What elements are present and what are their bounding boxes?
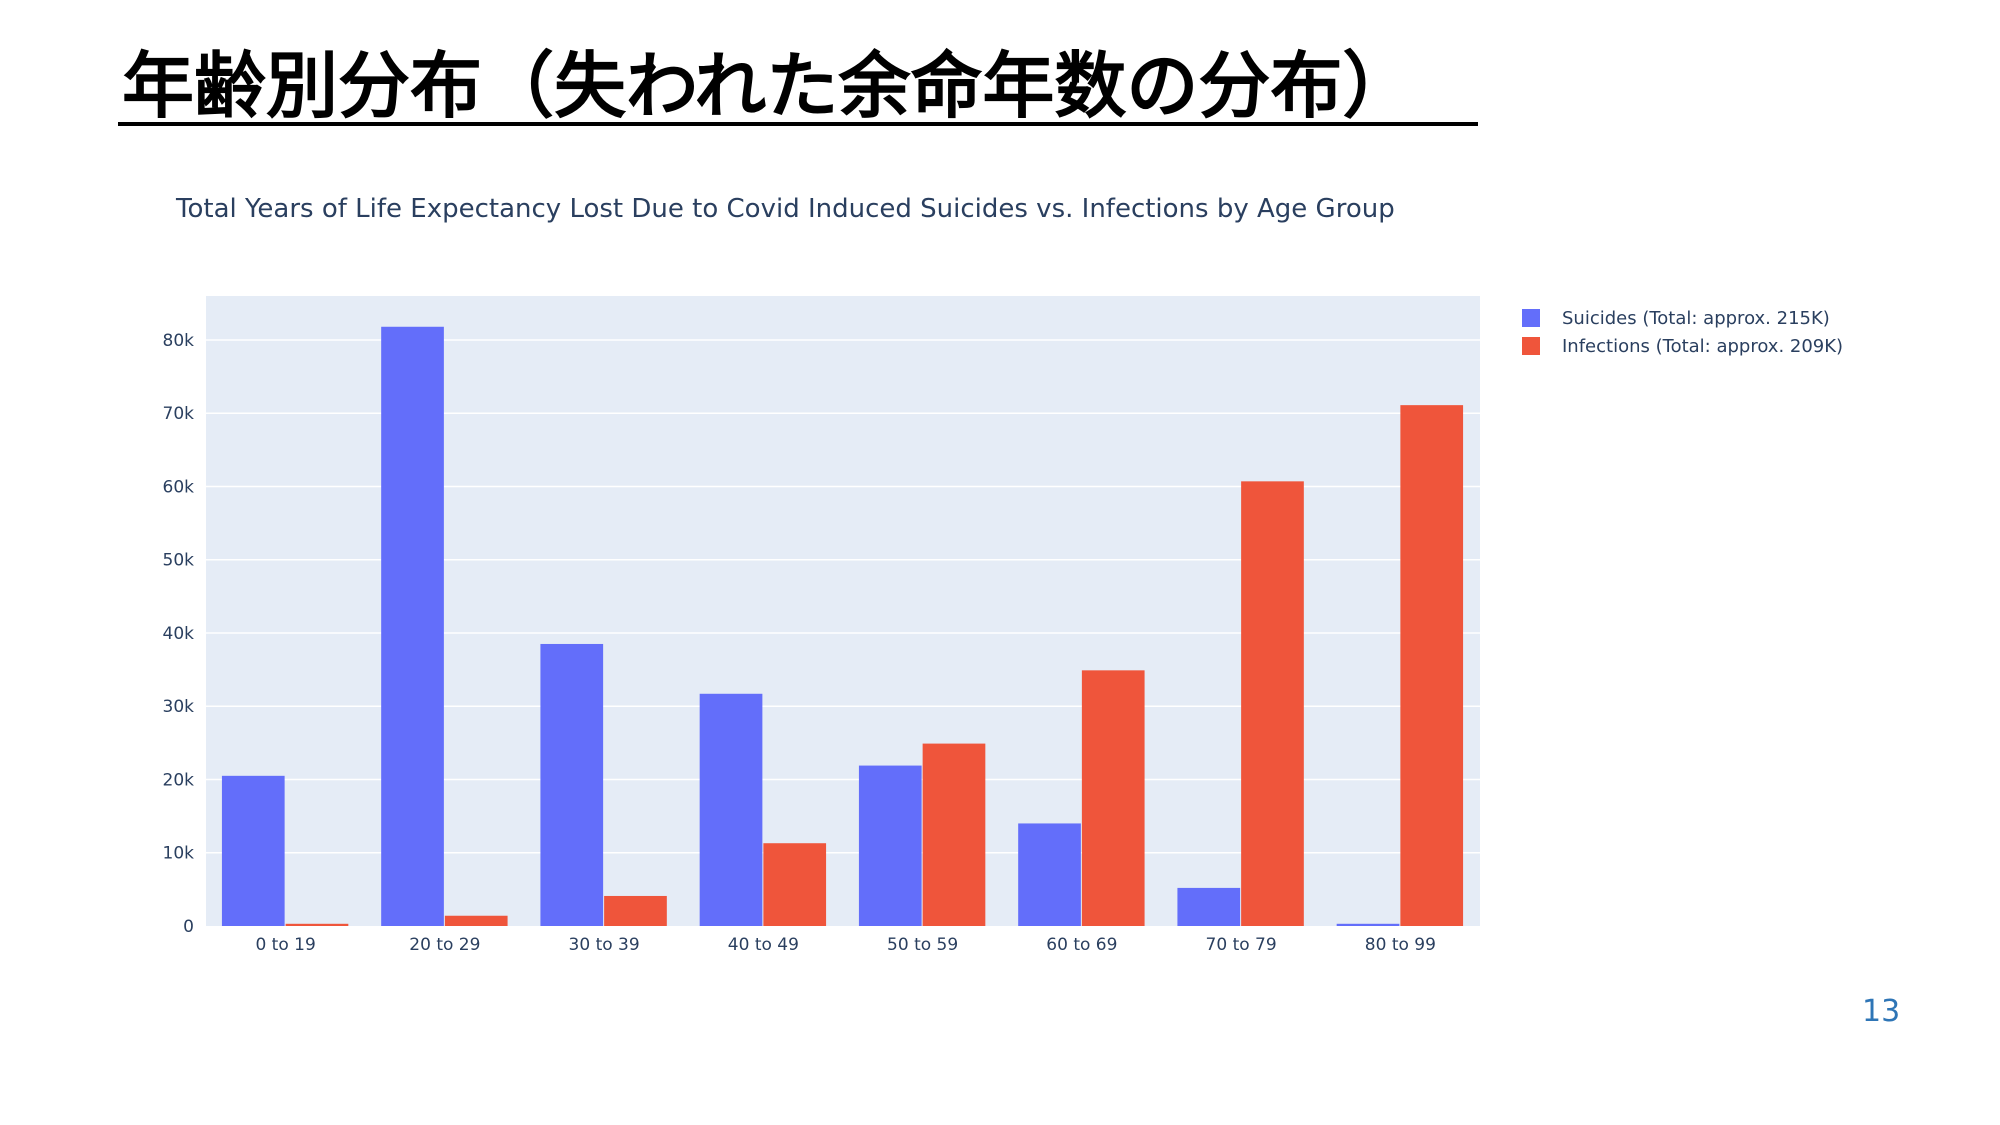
- x-axis-ticks: 0 to 19 20 to 29 30 to 39 40 to 49 50 to 59 6…: [255, 935, 1435, 955]
- bar-suicides[interactable]: [858, 765, 922, 926]
- bar-suicides[interactable]: [1336, 923, 1400, 926]
- y-tick-label: 0: [183, 917, 194, 937]
- bar-infections[interactable]: [444, 915, 508, 926]
- x-tick-label: 80 to 99: [1365, 935, 1436, 955]
- bar-suicides[interactable]: [1177, 887, 1241, 926]
- x-tick-label: 50 to 59: [887, 935, 958, 955]
- legend: Suicides (Total: approx. 215K) Infection…: [1522, 304, 1843, 360]
- legend-label-suicides: Suicides (Total: approx. 215K): [1562, 307, 1830, 329]
- bar-infections[interactable]: [1081, 670, 1145, 926]
- y-tick-label: 80k: [163, 331, 195, 351]
- bar-infections[interactable]: [604, 895, 667, 926]
- x-tick-label: 30 to 39: [569, 935, 640, 955]
- bar-suicides[interactable]: [699, 693, 763, 926]
- y-tick-label: 10k: [163, 844, 195, 864]
- legend-swatch-suicides: [1522, 309, 1540, 327]
- bar-infections[interactable]: [285, 923, 349, 926]
- legend-item-infections[interactable]: Infections (Total: approx. 209K): [1522, 332, 1843, 360]
- legend-item-suicides[interactable]: Suicides (Total: approx. 215K): [1522, 304, 1843, 332]
- bar-suicides[interactable]: [381, 326, 444, 926]
- y-tick-label: 40k: [163, 624, 195, 644]
- legend-label-infections: Infections (Total: approx. 209K): [1562, 335, 1844, 357]
- slide-title: 年齢別分布（失われた余命年数の分布）: [122, 44, 1415, 128]
- page-number: 13: [1862, 994, 1901, 1029]
- bar-infections[interactable]: [1400, 405, 1464, 927]
- y-tick-label: 20k: [163, 770, 195, 790]
- bars: [221, 326, 1464, 927]
- bar-infections[interactable]: [1241, 481, 1304, 926]
- y-axis-ticks: 0 10k 20k 30k 40k 50k 60k 70k 80k: [163, 331, 195, 937]
- bar-suicides[interactable]: [540, 643, 604, 926]
- x-tick-label: 20 to 29: [409, 935, 480, 955]
- bar-infections[interactable]: [763, 843, 827, 926]
- y-tick-label: 60k: [163, 477, 195, 497]
- bar-suicides[interactable]: [221, 775, 285, 926]
- chart-title: Total Years of Life Expectancy Lost Due …: [176, 194, 1395, 224]
- legend-swatch-infections: [1522, 337, 1540, 355]
- x-tick-label: 40 to 49: [728, 935, 799, 955]
- y-tick-label: 50k: [163, 551, 195, 571]
- bar-suicides[interactable]: [1018, 823, 1081, 926]
- x-tick-label: 0 to 19: [255, 935, 315, 955]
- x-tick-label: 70 to 79: [1206, 935, 1277, 955]
- y-tick-label: 70k: [163, 404, 195, 424]
- title-underline: [118, 122, 1478, 126]
- bar-infections[interactable]: [922, 743, 986, 926]
- y-tick-label: 30k: [163, 697, 195, 717]
- x-tick-label: 60 to 69: [1046, 935, 1117, 955]
